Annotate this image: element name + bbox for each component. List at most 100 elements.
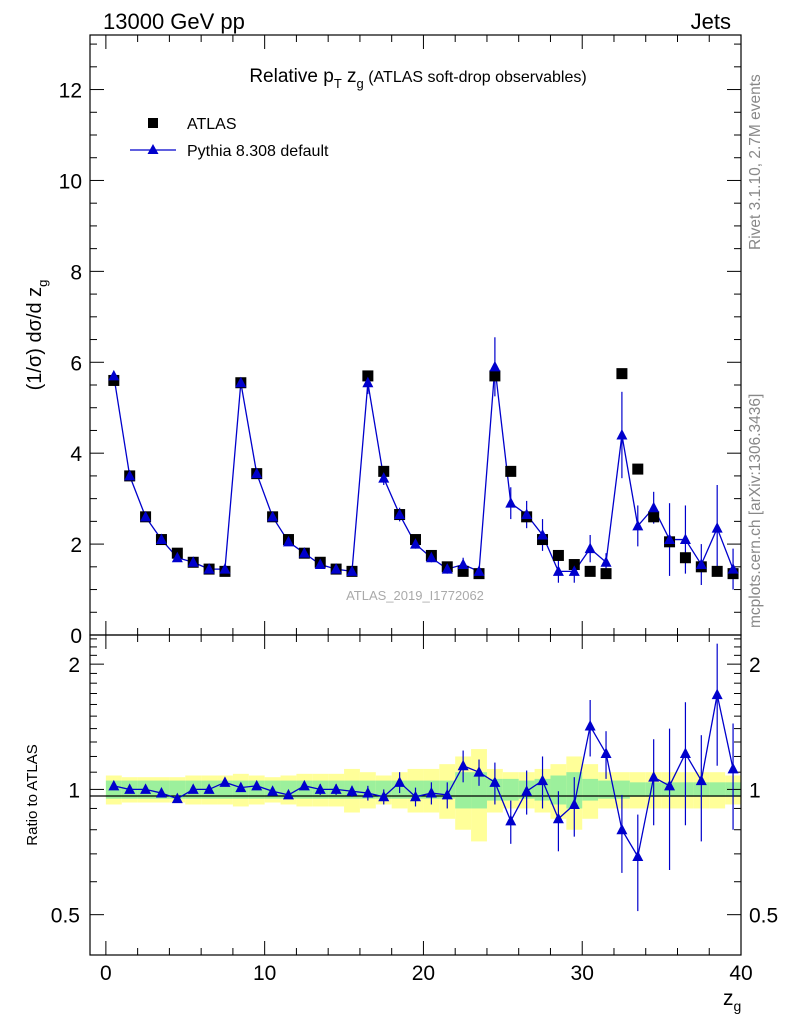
ratio-inner-band bbox=[582, 778, 599, 801]
ratio-data-point bbox=[346, 785, 358, 796]
pythia-data-point bbox=[489, 360, 501, 372]
ratio-data-point bbox=[251, 779, 263, 791]
ratio-data-point bbox=[711, 688, 723, 700]
ratio-data-point bbox=[616, 823, 628, 835]
ratio-y-tick-label-left: 2 bbox=[68, 654, 80, 677]
atlas-data-point bbox=[727, 568, 739, 580]
pythia-data-point bbox=[584, 542, 596, 554]
main-y-tick-label: 0 bbox=[70, 625, 82, 648]
pythia-data-point bbox=[616, 429, 628, 440]
main-y-tick-label: 8 bbox=[70, 261, 82, 284]
pythia-data-point bbox=[219, 563, 231, 574]
ratio-data-point bbox=[124, 783, 136, 794]
ratio-data-point bbox=[219, 776, 231, 787]
ratio-inner-band bbox=[169, 780, 186, 799]
ratio-inner-band bbox=[598, 780, 614, 799]
ratio-panel: 0.5 0.51 12 20 10 20 30 40 Ratio to ATLAS zg bbox=[24, 634, 778, 1014]
pythia-data-point bbox=[679, 533, 691, 545]
title-part-sub2: g bbox=[357, 76, 364, 91]
ratio-data-point bbox=[664, 779, 676, 791]
ratio-data-point bbox=[473, 766, 485, 777]
ratio-data-point bbox=[171, 792, 183, 804]
ratio-data-point bbox=[648, 771, 660, 782]
ratio-data-point bbox=[727, 762, 739, 774]
ratio-data-point bbox=[267, 785, 279, 796]
pythia-data-point bbox=[155, 533, 167, 545]
ratio-data-point bbox=[362, 787, 374, 798]
main-axis-ticks: 0 2 4 6 8 10 12 bbox=[59, 35, 742, 648]
legend-pythia-label: Pythia 8.308 default bbox=[187, 143, 329, 160]
ratio-y-tick-label-left: 1 bbox=[68, 779, 80, 802]
main-y-axis-label-text: (1/σ) dσ/d z bbox=[24, 287, 46, 391]
x-tick-label: 30 bbox=[571, 962, 594, 985]
title-part-main: Relative p bbox=[249, 66, 334, 87]
pythia-data-point bbox=[362, 376, 374, 388]
analysis-watermark: ATLAS_2019_I1772062 bbox=[346, 588, 484, 603]
x-tick-label: 40 bbox=[729, 962, 752, 985]
ratio-data-point bbox=[521, 785, 533, 796]
ratio-data-point bbox=[695, 774, 707, 786]
pythia-data-point bbox=[378, 472, 390, 483]
ratio-data-point bbox=[203, 783, 215, 794]
atlas-data-point bbox=[489, 370, 501, 382]
ratio-data-point bbox=[314, 783, 326, 794]
pythia-data-point bbox=[171, 551, 183, 563]
atlas-data-point bbox=[679, 552, 691, 564]
atlas-data-point bbox=[648, 511, 660, 523]
ratio-data-point bbox=[552, 812, 564, 824]
pythia-data-point bbox=[235, 376, 247, 388]
pythia-data-point bbox=[140, 510, 152, 522]
title-part-sub1: T bbox=[334, 76, 342, 91]
atlas-data-point bbox=[616, 368, 628, 380]
pythia-data-point bbox=[711, 522, 723, 533]
pythia-data-point bbox=[632, 519, 644, 531]
ratio-y-tick-label-right: 1 bbox=[749, 779, 761, 802]
atlas-data-point bbox=[108, 374, 120, 386]
pythia-data-point bbox=[203, 563, 215, 574]
ratio-data-point bbox=[537, 774, 549, 786]
ratio-inner-band bbox=[455, 772, 472, 809]
ratio-inner-band bbox=[709, 782, 726, 797]
atlas-data-point bbox=[711, 565, 723, 577]
ratio-y-tick-label-right: 0.5 bbox=[749, 905, 778, 928]
ratio-data-point bbox=[457, 759, 469, 771]
pythia-data-point bbox=[695, 558, 707, 570]
ratio-y-tick-label-left: 0.5 bbox=[51, 905, 80, 928]
pythia-data-point bbox=[346, 565, 358, 576]
ratio-data-point bbox=[330, 783, 342, 794]
pythia-data-point bbox=[251, 467, 263, 479]
x-tick-label: 10 bbox=[253, 962, 276, 985]
pythia-data-point bbox=[568, 565, 580, 576]
legend-pythia-marker bbox=[147, 144, 159, 154]
ratio-data-point bbox=[425, 787, 437, 798]
ratio-data-point bbox=[235, 781, 247, 793]
atlas-data-point bbox=[537, 534, 549, 546]
mcplots-reference-label: mcplots.cern.ch [arXiv:1306.3436] bbox=[747, 394, 764, 628]
main-y-axis-label-sub: g bbox=[35, 280, 50, 287]
ratio-data-point bbox=[505, 814, 517, 826]
ratio-data-point bbox=[187, 783, 199, 794]
main-title: Relative pT zg (ATLAS soft-drop observab… bbox=[249, 66, 586, 91]
main-panel: 0 2 4 6 8 10 12 ATLAS_2019_I1772062 Relative p… bbox=[24, 34, 742, 648]
pythia-data-point bbox=[457, 558, 469, 570]
pythia-data-point bbox=[727, 563, 739, 574]
ratio-y-axis-label: Ratio to ATLAS bbox=[24, 744, 41, 845]
legend-atlas-label: ATLAS bbox=[187, 116, 237, 133]
pythia-data-point bbox=[330, 563, 342, 574]
pythia-data-point bbox=[648, 501, 660, 513]
pythia-series-line bbox=[113, 366, 734, 573]
pythia-data-point bbox=[267, 510, 279, 522]
process-label: Jets bbox=[691, 9, 731, 34]
pythia-data-point bbox=[441, 563, 453, 574]
ratio-data-point bbox=[410, 790, 421, 802]
x-axis-label: zg bbox=[723, 987, 741, 1014]
atlas-data-point bbox=[457, 565, 469, 577]
pythia-data-point bbox=[108, 369, 120, 381]
atlas-data-point bbox=[552, 549, 564, 561]
pythia-data-point bbox=[410, 538, 421, 549]
ratio-data-point bbox=[155, 787, 167, 798]
ratio-data-point bbox=[140, 783, 152, 794]
main-y-tick-label: 10 bbox=[59, 170, 82, 193]
ratio-inner-band bbox=[613, 780, 630, 799]
